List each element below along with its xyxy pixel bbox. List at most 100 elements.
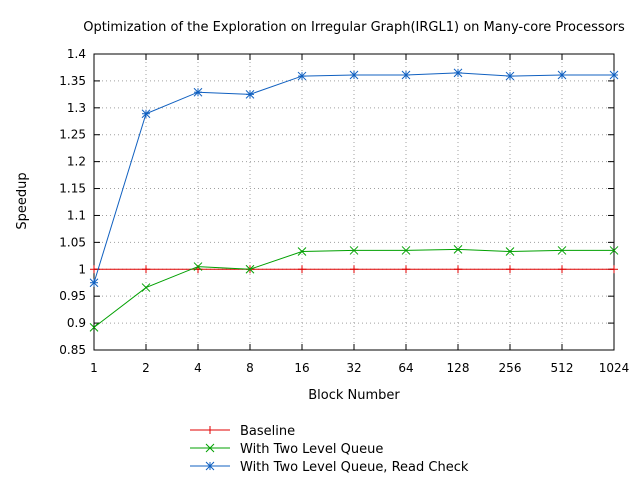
data-point bbox=[245, 264, 255, 274]
y-tick-label: 1.3 bbox=[67, 101, 86, 115]
x-tick-label: 4 bbox=[194, 361, 202, 375]
data-point bbox=[350, 265, 358, 274]
legend-marker bbox=[205, 461, 215, 471]
marker-stroke bbox=[401, 246, 411, 255]
y-tick-label: 1.05 bbox=[59, 235, 86, 249]
data-point bbox=[89, 323, 99, 332]
x-tick-label: 256 bbox=[499, 361, 522, 375]
data-point bbox=[454, 265, 462, 274]
x-tick-label: 1 bbox=[90, 361, 98, 375]
legend-marker bbox=[205, 443, 215, 453]
legend-item-2: With Two Level Queue bbox=[190, 442, 383, 457]
marker-stroke bbox=[505, 71, 515, 81]
marker-stroke bbox=[141, 109, 151, 119]
marker-stroke bbox=[89, 323, 99, 332]
data-point bbox=[245, 90, 255, 99]
marker-stroke bbox=[349, 70, 359, 80]
marker-stroke bbox=[193, 87, 203, 97]
data-point bbox=[401, 70, 411, 80]
data-point bbox=[297, 247, 307, 256]
y-axis-label: Speedup bbox=[15, 172, 30, 229]
marker-stroke bbox=[141, 283, 151, 292]
series-line bbox=[93, 248, 614, 328]
data-point bbox=[505, 71, 515, 81]
y-tick-label: 1.15 bbox=[59, 182, 86, 196]
data-point bbox=[297, 71, 307, 81]
marker-stroke bbox=[505, 247, 515, 256]
data-point bbox=[558, 265, 566, 274]
data-point bbox=[609, 246, 619, 255]
data-point bbox=[401, 246, 411, 255]
marker-stroke bbox=[609, 70, 619, 80]
x-tick-label: 2 bbox=[142, 361, 150, 375]
marker-stroke bbox=[205, 443, 215, 453]
marker-stroke bbox=[349, 246, 359, 255]
data-point bbox=[89, 278, 99, 288]
marker-stroke bbox=[557, 246, 567, 255]
chart-title: Optimization of the Exploration on Irreg… bbox=[83, 20, 625, 35]
y-tick-label: 1.4 bbox=[67, 47, 86, 61]
series-layer bbox=[89, 68, 619, 332]
data-point bbox=[141, 283, 151, 292]
data-point bbox=[453, 245, 463, 254]
x-tick-label: 32 bbox=[346, 361, 361, 375]
series-1 bbox=[90, 265, 618, 274]
legend-marker bbox=[206, 426, 214, 434]
marker-stroke bbox=[297, 247, 307, 256]
data-point bbox=[90, 265, 98, 274]
series-3 bbox=[89, 68, 619, 288]
x-axis-label: Block Number bbox=[308, 388, 400, 403]
data-point bbox=[349, 70, 359, 80]
data-point bbox=[610, 265, 618, 274]
marker-stroke bbox=[245, 264, 255, 274]
marker-stroke bbox=[89, 278, 99, 288]
x-tick-label: 1024 bbox=[599, 361, 630, 375]
legend-label: With Two Level Queue, Read Check bbox=[240, 460, 469, 475]
data-point bbox=[506, 265, 514, 274]
data-point bbox=[505, 247, 515, 256]
y-tick-label: 1 bbox=[78, 262, 86, 276]
marker-stroke bbox=[557, 70, 567, 80]
marker-stroke bbox=[453, 68, 463, 78]
x-tick-label: 64 bbox=[398, 361, 413, 375]
data-point bbox=[349, 246, 359, 255]
legend: Baseline With Two Level Queue With Two Lev… bbox=[190, 424, 469, 475]
y-tick-label: 0.9 bbox=[67, 316, 86, 330]
y-tick-label: 1.35 bbox=[59, 74, 86, 88]
legend-label: With Two Level Queue bbox=[240, 442, 383, 457]
data-point bbox=[193, 262, 203, 271]
marker-stroke bbox=[245, 90, 255, 99]
data-point bbox=[453, 68, 463, 78]
data-point bbox=[298, 265, 306, 274]
marker-stroke bbox=[453, 245, 463, 254]
legend-item-3: With Two Level Queue, Read Check bbox=[190, 460, 469, 475]
y-tick-label: 0.85 bbox=[59, 343, 86, 357]
x-tick-label: 512 bbox=[551, 361, 574, 375]
data-point bbox=[142, 265, 150, 274]
marker-stroke bbox=[609, 246, 619, 255]
grid-layer bbox=[94, 54, 614, 350]
data-point bbox=[557, 246, 567, 255]
y-tick-label: 1.1 bbox=[67, 208, 86, 222]
data-point bbox=[609, 70, 619, 80]
marker-stroke bbox=[297, 71, 307, 81]
data-point bbox=[557, 70, 567, 80]
marker-stroke bbox=[401, 70, 411, 80]
y-tick-label: 1.25 bbox=[59, 128, 86, 142]
axes-layer: 0.85 0.9 0.95 1 1.05 1.1 1.15 1.2 1.25 1.3 1.35 1.4… bbox=[59, 47, 629, 375]
y-tick-label: 1.2 bbox=[67, 155, 86, 169]
plot-frame bbox=[93, 53, 615, 351]
x-tick-label: 8 bbox=[246, 361, 254, 375]
data-point bbox=[141, 109, 151, 119]
series-2 bbox=[89, 245, 619, 332]
legend-item-1: Baseline bbox=[190, 424, 295, 439]
x-tick-label: 128 bbox=[447, 361, 470, 375]
marker-stroke bbox=[193, 262, 203, 271]
data-point bbox=[193, 87, 203, 97]
y-tick-label: 0.95 bbox=[59, 289, 86, 303]
data-point bbox=[402, 265, 410, 274]
x-tick-label: 16 bbox=[294, 361, 309, 375]
marker-stroke bbox=[205, 461, 215, 471]
